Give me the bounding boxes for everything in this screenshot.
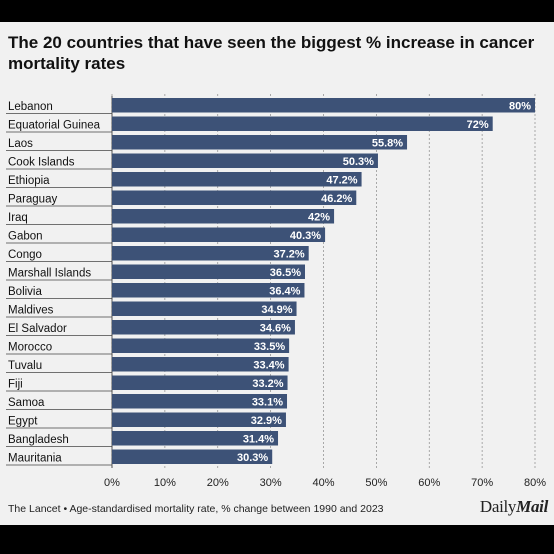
value-label: 33.5% [254, 341, 285, 353]
category-label: Bangladesh [8, 434, 69, 446]
category-label: Bolivia [8, 286, 42, 298]
value-label: 50.3% [343, 156, 374, 168]
value-label: 33.2% [252, 378, 283, 390]
value-label: 36.4% [269, 286, 300, 298]
value-label: 30.3% [237, 452, 268, 464]
bar [112, 320, 295, 335]
category-label: Samoa [8, 397, 45, 409]
x-tick-label: 80% [524, 477, 546, 489]
x-tick-label: 60% [418, 477, 440, 489]
bar [112, 264, 305, 279]
category-label: Marshall Islands [8, 268, 91, 280]
value-label: 72% [467, 119, 489, 131]
bar [112, 357, 289, 372]
value-label: 80% [509, 101, 531, 113]
value-label: 33.4% [253, 360, 284, 372]
value-label: 40.3% [290, 230, 321, 242]
chart-card: The 20 countries that have seen the bigg… [0, 22, 554, 525]
bar-chart: Lebanon 80% Equatorial Guinea 72% Laos 55.8% C… [6, 94, 546, 489]
category-label: Lebanon [8, 101, 53, 113]
category-label: Mauritania [8, 453, 62, 465]
bar [112, 375, 288, 390]
x-tick-label: 10% [154, 477, 176, 489]
bar [112, 172, 362, 187]
bar [112, 153, 378, 168]
bar [112, 190, 357, 205]
value-label: 42% [308, 212, 330, 224]
x-tick-label: 30% [260, 477, 282, 489]
bar [112, 135, 408, 150]
bar [112, 412, 286, 427]
value-label: 33.1% [252, 397, 283, 409]
logo-part-mail: Mail [516, 497, 548, 516]
category-label: Ethiopia [8, 175, 50, 187]
category-label: Paraguay [8, 194, 57, 206]
daily-mail-logo: DailyMail [480, 497, 548, 517]
value-label: 32.9% [251, 415, 282, 427]
value-label: 34.6% [260, 323, 291, 335]
category-label: Gabon [8, 231, 43, 243]
bar [112, 116, 493, 131]
bar [112, 301, 297, 316]
category-label: Equatorial Guinea [8, 120, 101, 132]
source-note: The Lancet • Age-standardised mortality … [8, 503, 384, 515]
value-label: 47.2% [326, 175, 357, 187]
category-label: Fiji [8, 379, 23, 391]
value-label: 36.5% [270, 267, 301, 279]
bar [112, 246, 309, 261]
bar [112, 209, 335, 224]
category-label: Cook Islands [8, 157, 75, 169]
category-label: Tuvalu [8, 360, 42, 372]
bar [112, 394, 288, 409]
logo-part-daily: Daily [479, 497, 517, 516]
category-label: Congo [8, 249, 42, 261]
bar [112, 431, 279, 446]
x-tick-label: 40% [312, 477, 334, 489]
category-label: Laos [8, 138, 33, 150]
category-label: El Salvador [8, 323, 67, 335]
category-label: Morocco [8, 342, 52, 354]
bar [112, 283, 305, 298]
category-label: Iraq [8, 212, 28, 224]
value-label: 55.8% [372, 138, 403, 150]
value-label: 34.9% [261, 304, 292, 316]
x-tick-label: 0% [104, 477, 120, 489]
bar [112, 449, 273, 464]
bar [112, 338, 290, 353]
chart-title: The 20 countries that have seen the bigg… [8, 33, 535, 73]
value-label: 37.2% [273, 249, 304, 261]
bar [112, 98, 535, 113]
value-label: 46.2% [321, 193, 352, 205]
x-tick-label: 20% [207, 477, 229, 489]
value-label: 31.4% [243, 434, 274, 446]
bar [112, 227, 326, 242]
x-tick-label: 50% [365, 477, 387, 489]
category-label: Egypt [8, 416, 38, 428]
category-label: Maldives [8, 305, 54, 317]
x-tick-label: 70% [471, 477, 493, 489]
